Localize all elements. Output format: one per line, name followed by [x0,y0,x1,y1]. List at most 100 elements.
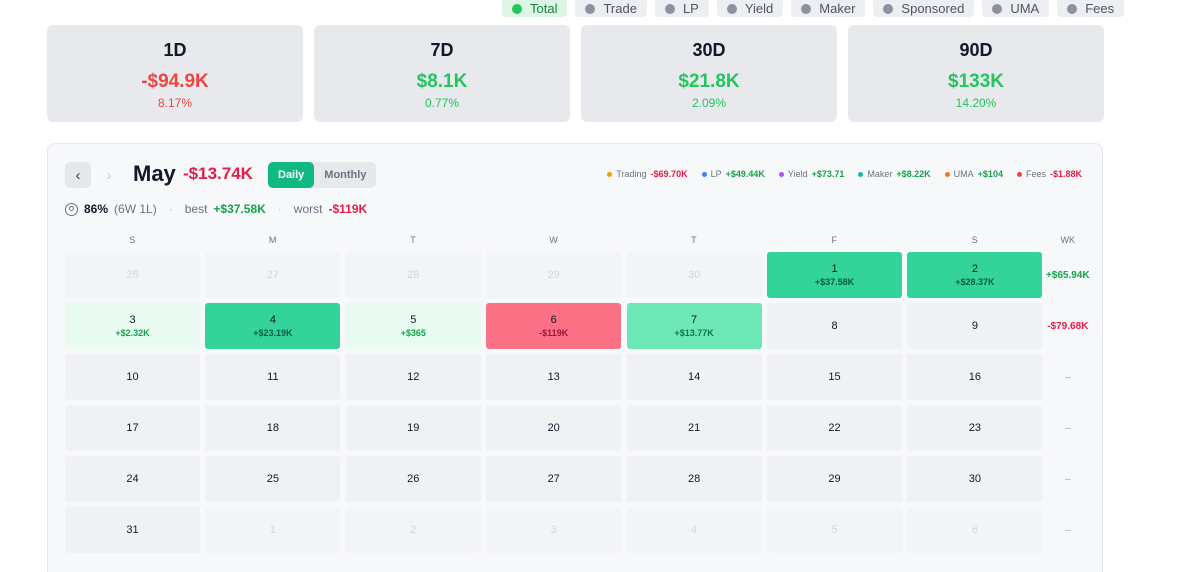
period-pnl-percent: 2.09% [691,96,727,110]
day-pnl-value: -$119K [539,328,569,338]
day-number: 29 [547,269,560,281]
calendar-day-cell[interactable]: 3 +$2.32K [65,303,200,349]
filter-chip-sponsored[interactable]: Sponsored [873,0,975,17]
win-summary: 86% (6W 1L) · best +$37.58K · worst -$11… [65,202,367,216]
week-total-value: +$65.94K [1045,269,1090,281]
legend-item-uma: UMA +$104 [944,169,1003,179]
day-number: 27 [547,473,560,485]
legend-value: +$104 [977,169,1003,179]
day-number: 24 [126,473,139,485]
calendar-day-cell[interactable]: 13 [486,354,622,400]
calendar-day-cell[interactable]: 22 [767,405,902,451]
calendar-day-cell[interactable]: 21 [626,405,762,451]
calendar-day-cell[interactable]: 30 [907,456,1043,502]
calendar-day-cell[interactable]: 26 [345,456,481,502]
calendar-day-cell[interactable]: 2 +$28.37K [907,252,1043,298]
legend-dot-icon [778,171,784,177]
period-card-1d: 1D -$94.9K 8.17% [47,25,303,122]
day-number: 6 [550,314,557,326]
calendar-day-cell[interactable]: 18 [205,405,341,451]
calendar-day-cell[interactable]: 24 [65,456,200,502]
next-month-button[interactable]: › [96,162,122,188]
worst-day-value: -$119K [328,202,368,216]
day-number: 1 [269,524,276,536]
calendar-day-cell[interactable]: 10 [65,354,200,400]
weekday-label: M [268,235,277,245]
legend-item-fees: Fees -$1.88K [1016,169,1082,179]
calendar-day-cell[interactable]: 27 [486,456,622,502]
status-dot-icon [585,3,596,14]
calendar-day-cell[interactable]: 28 [626,456,762,502]
period-card-7d: 7D $8.1K 0.77% [314,25,570,122]
day-number: 14 [687,371,701,383]
calendar-day-cell[interactable]: 6 -$119K [486,303,622,349]
day-number: 4 [269,314,276,326]
filter-chip-label: LP [682,1,699,16]
week-total-value: – [1065,473,1071,485]
legend-label: Maker [867,169,893,179]
filter-chip-uma[interactable]: UMA [982,0,1050,17]
separator: · [168,202,173,216]
calendar-day-cell[interactable]: 25 [205,456,341,502]
calendar-day-cell[interactable]: 16 [907,354,1043,400]
status-dot-icon [801,3,812,14]
calendar-day-cell[interactable]: 17 [65,405,200,451]
calendar-day-cell[interactable]: 29 [767,456,902,502]
calendar-day-cell[interactable]: 23 [907,405,1043,451]
view-mode-monthly-button[interactable]: Monthly [324,169,367,181]
legend-dot-icon [944,171,950,177]
filter-chip-fees[interactable]: Fees [1057,0,1125,17]
calendar-day-cell[interactable]: 8 [767,303,902,349]
category-filter-bar: Total Trade LP Yield Maker Sponsored UMA Fees [502,0,1125,17]
weekday-label: W [549,235,559,245]
day-pnl-value: +$13.77K [674,328,714,338]
calendar-day-cell[interactable]: 31 [65,507,200,553]
legend-item-lp: LP +$49.44K [701,169,765,179]
calendar-day-cell[interactable]: 19 [345,405,481,451]
day-pnl-value: +$23.19K [253,328,293,338]
day-number: 25 [266,473,280,485]
day-number: 26 [126,269,139,281]
best-label: best [184,202,208,216]
view-mode-daily-button[interactable]: Daily [268,162,315,188]
day-number: 26 [407,473,420,485]
calendar-day-cell[interactable]: 20 [486,405,622,451]
previous-month-button[interactable]: ‹ [65,162,91,188]
period-label: 90D [959,40,993,60]
calendar-day-cell[interactable]: 11 [205,354,341,400]
filter-chip-lp[interactable]: LP [654,0,709,17]
calendar-day-cell[interactable]: 5 +$365 [345,303,481,349]
calendar-day-cell[interactable]: 12 [345,354,481,400]
day-number: 4 [691,524,698,536]
calendar-day-cell[interactable]: 1 +$37.58K [767,252,902,298]
filter-chip-maker[interactable]: Maker [791,0,866,17]
period-summary-cards: 1D -$94.9K 8.17% 7D $8.1K 0.77% 30D $21.8K 2.09%… [47,25,1104,122]
day-number: 18 [266,422,280,434]
calendar-day-outside: 28 [345,252,481,298]
chevron-right-icon: › [106,166,112,184]
weekday-label: T [691,235,698,245]
filter-chip-label: Trade [603,1,637,16]
calendar-day-cell[interactable]: 15 [767,354,902,400]
day-number: 30 [687,269,701,281]
day-pnl-value: +$37.58K [814,277,855,287]
calendar-day-cell[interactable]: 4 +$23.19K [205,303,341,349]
status-dot-icon [726,3,737,14]
day-number: 30 [968,473,982,485]
calendar-day-outside: 3 [486,507,622,553]
filter-chip-yield[interactable]: Yield [716,0,784,17]
calendar-day-cell[interactable]: 9 [907,303,1043,349]
calendar-day-outside: 4 [626,507,762,553]
filter-chip-trade[interactable]: Trade [575,0,647,17]
calendar-day-outside: 6 [907,507,1043,553]
calendar-day-cell[interactable]: 7 +$13.77K [626,303,762,349]
legend-label: Yield [787,169,808,179]
calendar-day-cell[interactable]: 14 [626,354,762,400]
pnl-calendar-panel: ‹ › May -$13.74K Daily Monthly Trading -$6… [47,143,1103,572]
weekday-label: S [129,235,136,245]
legend-value: -$69.70K [650,169,688,179]
day-number: 9 [971,320,978,332]
filter-chip-total[interactable]: Total [502,0,568,17]
weekday-label: S [971,235,979,245]
day-pnl-value: +$28.37K [955,277,995,287]
